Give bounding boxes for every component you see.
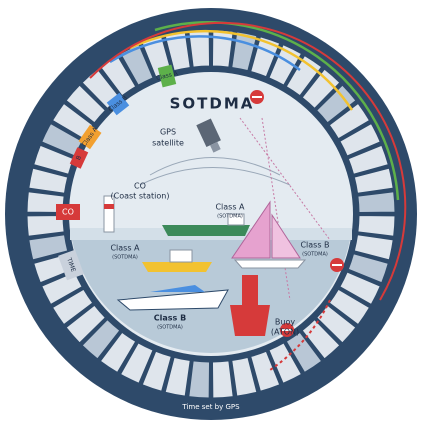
lighthouse-band [104, 204, 114, 209]
lighthouse [104, 196, 114, 232]
label: (ATON) [271, 328, 299, 337]
buoy-base [230, 305, 270, 336]
label: Class A [215, 203, 245, 212]
page: Class A Class B Class A B CO TIME SOTDMA… [0, 0, 422, 434]
label: (SOTDMA) [217, 214, 243, 220]
label: (SOTDMA) [157, 325, 183, 331]
sotdma-diagram: Class A Class B Class A B CO TIME SOTDMA… [0, 0, 422, 434]
label: Class B [300, 241, 329, 250]
sailboat-hull [235, 260, 305, 268]
buoy-body [242, 275, 258, 305]
label: Class A [110, 244, 140, 253]
ship-hull [162, 225, 250, 236]
label: (SOTDMA) [302, 252, 328, 258]
label: GPS [160, 128, 176, 137]
yellow-boat-cabin [170, 250, 192, 262]
footer: Time set by GPS [181, 403, 240, 411]
title: SOTDMA [170, 95, 255, 113]
label: Class B [154, 314, 186, 323]
label: (SOTDMA) [112, 255, 138, 261]
label: (Coast station) [110, 192, 169, 201]
label: CO [134, 182, 146, 191]
yellow-boat [142, 262, 212, 272]
ring-label: CO [62, 208, 74, 217]
label: satellite [152, 139, 184, 148]
label: Buoy [275, 318, 295, 327]
